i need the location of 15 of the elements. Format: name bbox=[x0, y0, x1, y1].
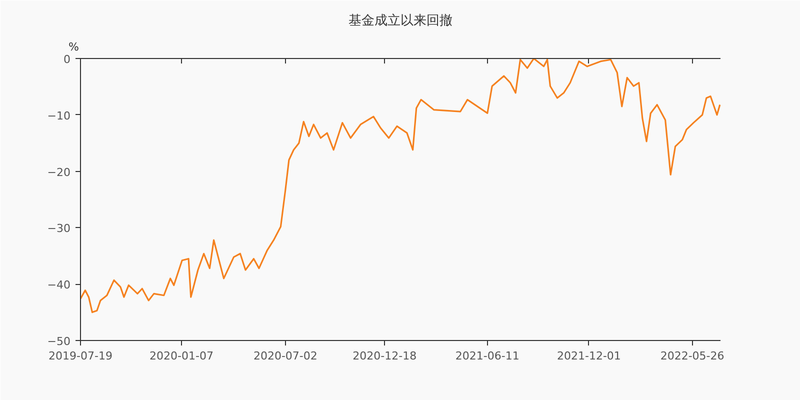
y-tick-label: −30 bbox=[47, 222, 71, 236]
y-tick-label: −10 bbox=[47, 109, 71, 122]
y-tick-label: 0 bbox=[64, 53, 70, 66]
x-tick-label: 2020-07-02 bbox=[253, 350, 318, 362]
chart-title: 基金成立以来回撤 bbox=[348, 12, 452, 28]
x-tick-label: 2022-05-26 bbox=[660, 350, 724, 362]
x-tick-label: 2021-06-11 bbox=[455, 350, 520, 362]
x-tick-label: 2020-12-18 bbox=[352, 350, 417, 362]
y-axis-title: % bbox=[68, 40, 79, 54]
y-tick-label: −20 bbox=[47, 166, 71, 179]
x-tick-label: 2021-12-01 bbox=[557, 350, 621, 362]
y-tick-label: −50 bbox=[47, 335, 71, 348]
x-tick-label: 2020-01-07 bbox=[150, 350, 214, 362]
x-tick-label: 2019-07-19 bbox=[48, 350, 112, 362]
y-tick-label: −40 bbox=[47, 278, 71, 292]
